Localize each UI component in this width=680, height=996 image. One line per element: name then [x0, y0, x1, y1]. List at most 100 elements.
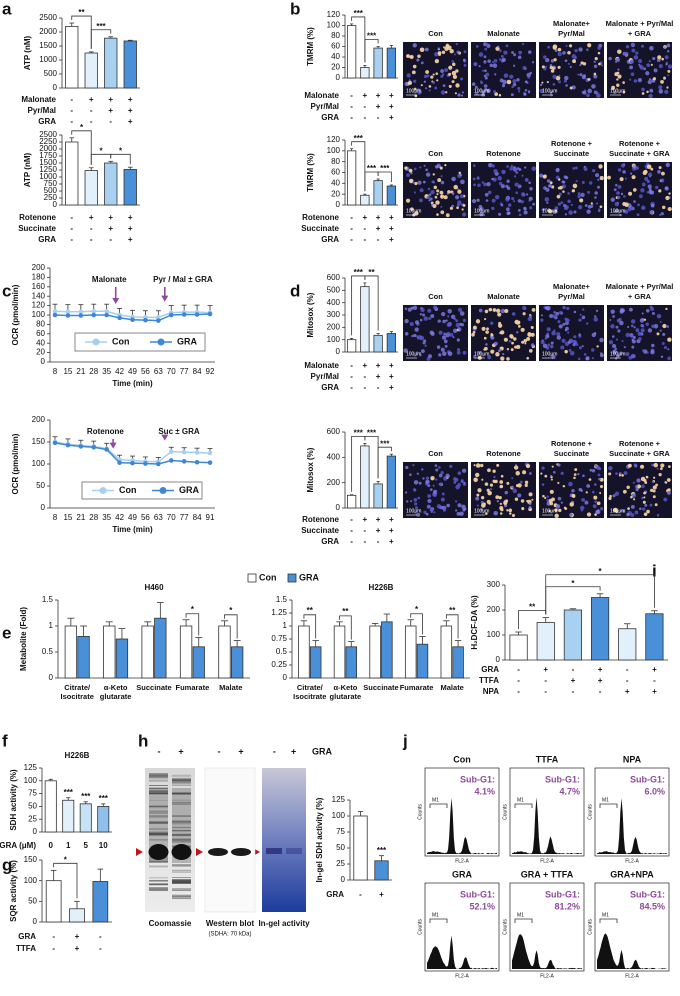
- cell: [498, 495, 502, 500]
- cell: [549, 344, 554, 349]
- condition-label: GRA: [321, 235, 339, 244]
- protein-band: [149, 832, 168, 834]
- cell: [476, 176, 480, 180]
- cell: [481, 92, 485, 95]
- error-bar: [419, 636, 426, 645]
- cell: [516, 344, 521, 349]
- x-tick-label: 70: [167, 367, 176, 376]
- protein-band: [149, 788, 168, 789]
- cell: [435, 200, 440, 205]
- condition-mark: -: [70, 235, 73, 244]
- cell: [594, 513, 597, 516]
- cell: [460, 179, 465, 185]
- bar: [386, 185, 397, 206]
- bar: [69, 908, 85, 923]
- cell: [615, 57, 621, 63]
- cell: [518, 90, 521, 93]
- cell: [641, 92, 645, 95]
- cell: [638, 194, 643, 199]
- cell: [423, 510, 427, 514]
- cell: [587, 43, 592, 48]
- cell: [475, 496, 480, 501]
- cell: [643, 491, 646, 495]
- cell: [504, 308, 509, 313]
- cell: [663, 497, 668, 502]
- bar: [381, 621, 393, 679]
- cell: [652, 77, 656, 81]
- cell: [523, 210, 528, 215]
- cell: [410, 500, 413, 503]
- cell: [517, 199, 522, 203]
- cell: [627, 325, 630, 328]
- cell: [636, 484, 642, 489]
- y-tick-label: 100: [332, 811, 346, 820]
- cell: [419, 188, 424, 193]
- cell: [623, 195, 626, 198]
- cell: [517, 86, 521, 91]
- blot-band: [208, 848, 228, 856]
- protein-band: [149, 792, 168, 795]
- cell: [646, 63, 651, 68]
- y-tick-label: 0: [496, 655, 501, 664]
- cell: [423, 316, 429, 321]
- cell: [428, 85, 432, 88]
- cell: [549, 181, 553, 185]
- gate-label: M1: [517, 912, 524, 918]
- y-tick-label: 75: [336, 827, 345, 836]
- cell: [515, 170, 519, 175]
- cell: [632, 498, 636, 501]
- cell: [511, 197, 515, 201]
- cell: [652, 485, 657, 490]
- significance-bracket: [351, 141, 366, 192]
- cell: [569, 86, 573, 90]
- x-tick-label: glutarate: [100, 692, 132, 701]
- protein-band: [149, 805, 168, 807]
- cell: [541, 483, 545, 486]
- significance-bracket: [377, 171, 392, 182]
- cell: [528, 506, 532, 510]
- cell: [612, 349, 617, 355]
- cell: [658, 64, 663, 69]
- cell: [539, 88, 544, 94]
- series-point: [207, 311, 213, 317]
- condition-mark: -: [517, 676, 520, 685]
- axis-label: Counts: [417, 804, 423, 820]
- micrograph: [471, 42, 536, 98]
- cell: [440, 194, 445, 199]
- y-tick-label: 100: [32, 310, 46, 319]
- cell: [446, 331, 451, 336]
- cell: [662, 323, 667, 329]
- bar: [563, 609, 583, 661]
- legend-label: GRA: [179, 485, 200, 495]
- cell: [487, 59, 491, 63]
- protein-band: [149, 831, 168, 833]
- cell: [549, 501, 554, 506]
- series-point: [168, 458, 174, 463]
- protein-band: [149, 883, 168, 886]
- plot-title: TTFA: [536, 754, 559, 764]
- image-title: Malonate+: [553, 282, 591, 291]
- error-bar: [569, 608, 577, 610]
- cell: [449, 464, 453, 468]
- cell: [477, 488, 482, 493]
- bar: [440, 625, 453, 679]
- cell: [597, 46, 601, 50]
- cell: [638, 64, 643, 69]
- protein-band: [149, 790, 168, 793]
- condition-label: Malonate: [304, 361, 339, 370]
- cell: [453, 53, 456, 56]
- panel-letter: f: [2, 731, 8, 750]
- significance: **: [78, 8, 85, 17]
- protein-band: [149, 777, 168, 779]
- cell: [565, 44, 568, 47]
- cell: [430, 331, 435, 336]
- cell: [410, 207, 414, 211]
- cell: [563, 79, 567, 83]
- cell: [498, 93, 502, 97]
- cell: [430, 314, 435, 319]
- x-tick-label: α-Keto: [104, 683, 128, 692]
- cell: [649, 503, 653, 507]
- cell: [600, 64, 604, 67]
- protein-band: [172, 882, 191, 884]
- significance: ***: [99, 794, 109, 803]
